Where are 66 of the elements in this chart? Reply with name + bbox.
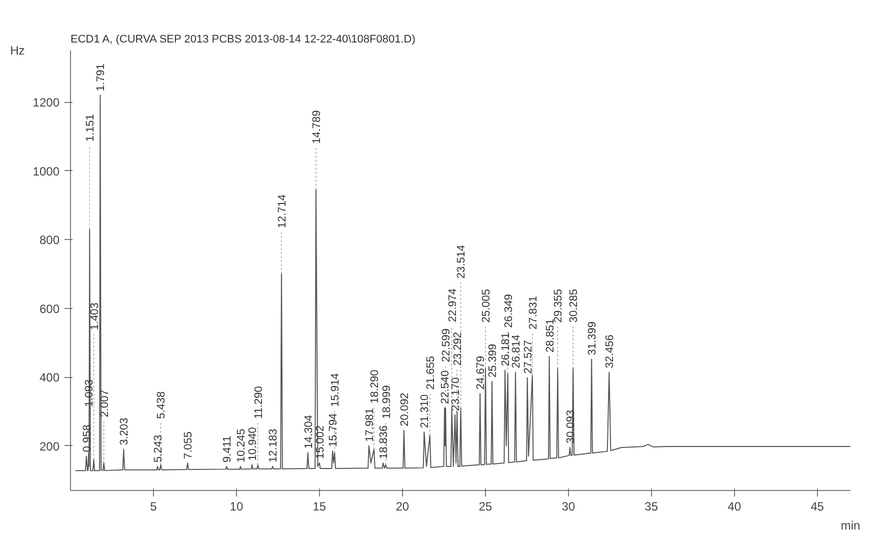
annotation: 22.974 — [446, 288, 459, 322]
annotation: 7.055 — [182, 431, 195, 459]
annotation: 30.285 — [568, 289, 580, 323]
annotation: 0.958 — [81, 424, 94, 452]
x-tick-label: 10 — [230, 500, 244, 514]
annotation: 30.093 — [564, 410, 577, 444]
x-tick-label: 20 — [396, 500, 410, 514]
annotation: 5.243 — [152, 434, 165, 462]
annotation: 26.349 — [502, 294, 515, 328]
chart-title: ECD1 A, (CURVA SEP 2013 PCBS 2013-08-14 12-22-40\108F0801.D) — [70, 34, 416, 46]
annotation: 14.789 — [310, 110, 323, 144]
annotation: 21.655 — [424, 356, 437, 390]
annotation: 14.304 — [302, 415, 315, 449]
annotation: 2.007 — [98, 390, 111, 418]
annotation: 25.005 — [480, 289, 492, 323]
x-tick-label: 5 — [150, 500, 158, 514]
annotation: 11.290 — [252, 386, 265, 419]
x-tick-label: 25 — [478, 500, 492, 514]
x-tick-label: 30 — [562, 500, 576, 514]
annotation: 27.527 — [522, 340, 534, 374]
annotation: 29.355 — [552, 289, 565, 323]
annotation: 17.981 — [364, 408, 376, 442]
y-tick-label: 600 — [39, 302, 60, 316]
annotation: 22.540 — [440, 370, 452, 404]
x-tick-label: 35 — [644, 500, 658, 514]
annotation: 25.399 — [487, 344, 500, 378]
annotation: 10.940 — [247, 427, 260, 461]
annotation: 31.399 — [586, 322, 599, 356]
annotation: 23.170 — [450, 377, 462, 411]
annotation: 15.002 — [314, 425, 326, 459]
annotation: 18.836 — [378, 425, 390, 459]
y-tick-label: 200 — [39, 439, 60, 454]
x-tick-label: 15 — [312, 500, 326, 514]
annotation: 1.151 — [84, 114, 97, 142]
y-tick-label: 800 — [39, 233, 60, 248]
y-axis-title: Hz — [10, 44, 25, 58]
annotation: 22.599 — [440, 328, 453, 362]
x-tick-label: 40 — [728, 500, 742, 514]
annotation: 9.411 — [222, 436, 234, 462]
annotation: 23.292 — [452, 332, 464, 366]
annotation: 24.679 — [475, 356, 488, 390]
annotation: 15.794 — [328, 413, 340, 447]
annotation: 27.831 — [527, 296, 540, 330]
annotation: 20.092 — [398, 392, 411, 426]
annotation: 18.290 — [369, 370, 382, 404]
line-series — [74, 94, 850, 472]
annotation: 1.403 — [88, 302, 101, 330]
annotation: 18.999 — [380, 385, 393, 419]
annotation: 26.181 — [500, 332, 512, 366]
annotation: 12.714 — [276, 194, 288, 228]
y-tick-label: 400 — [39, 370, 60, 385]
x-tick-label: 45 — [810, 500, 824, 514]
annotation: 21.310 — [419, 394, 432, 428]
annotation: 3.203 — [118, 418, 131, 446]
annotation: 12.183 — [268, 428, 280, 462]
annotation: 1.093 — [84, 379, 96, 407]
annotation: 5.438 — [156, 391, 168, 419]
annotation: 15.914 — [330, 373, 342, 407]
annotation: 10.245 — [236, 428, 248, 462]
annotation: 32.456 — [604, 334, 616, 368]
annotation: 23.514 — [456, 244, 468, 279]
y-tick-label: 1000 — [32, 164, 60, 178]
annotation: 1.791 — [95, 64, 108, 92]
annotation: 26.814 — [510, 334, 522, 368]
y-tick-label: 1200 — [32, 96, 60, 110]
x-axis-title: min — [840, 518, 860, 532]
